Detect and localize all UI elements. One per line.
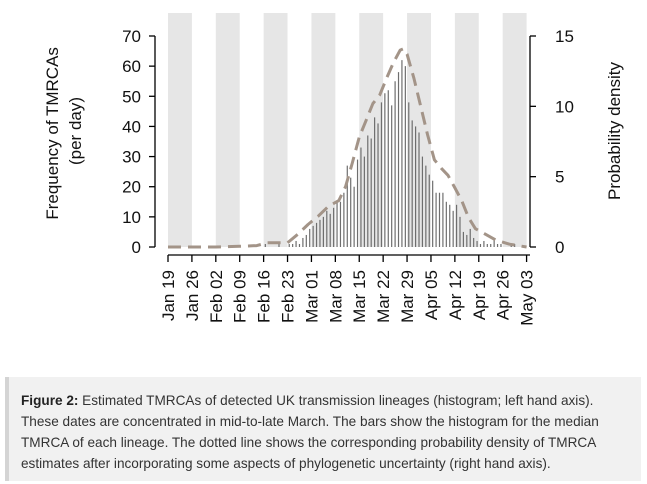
- right-axis-label: Probability density: [605, 62, 624, 200]
- right-tick-label: 10: [555, 97, 574, 116]
- x-tick-label: Mar 22: [374, 270, 393, 323]
- x-tick-label: Feb 09: [231, 270, 250, 323]
- histogram-bars: [264, 60, 516, 247]
- x-tick-label: May 03: [518, 270, 537, 326]
- left-tick-label: 10: [122, 208, 141, 227]
- x-tick-label: Feb 16: [255, 270, 274, 323]
- shaded-week-2: [263, 13, 288, 247]
- shaded-week-1: [215, 13, 240, 247]
- left-tick-label: 40: [122, 117, 141, 136]
- x-tick-label: Mar 29: [398, 270, 417, 323]
- x-tick-label: Mar 01: [302, 270, 321, 323]
- density-curve: [168, 47, 527, 249]
- caption-text: Estimated TMRCAs of detected UK transmis…: [21, 393, 599, 471]
- right-y-axis: 0 5 10 15: [529, 27, 574, 257]
- left-tick-label: 50: [122, 87, 141, 106]
- left-y-axis: 0 10 20 30 40 50 60 70: [122, 27, 156, 257]
- shaded-week-5: [407, 13, 431, 247]
- figure-caption: Figure 2: Estimated TMRCAs of detected U…: [5, 377, 641, 481]
- density-line: [168, 47, 527, 249]
- right-tick-label: 5: [555, 168, 564, 187]
- x-tick-label: Apr 26: [494, 270, 513, 320]
- shaded-week-3: [311, 13, 336, 247]
- shaded-week-4: [359, 13, 384, 247]
- shaded-week-6: [454, 13, 479, 247]
- figure-label: Figure 2:: [21, 393, 79, 408]
- week-shading: [168, 13, 527, 247]
- x-tick-label: Feb 02: [207, 270, 226, 323]
- x-axis: Jan 19 Jan 26 Feb 02 Feb 09 Feb 16 Feb 23 Mar …: [159, 254, 537, 326]
- x-tick-label: Apr 05: [422, 270, 441, 320]
- tmrca-chart: 0 10 20 30 40 50 60 70 0 5 10 15 Jan 19 Jan 26 Feb 0…: [43, 13, 624, 326]
- left-axis-label-line-1: Frequency of TMRCAs: [43, 47, 62, 220]
- x-tick-label: Apr 19: [470, 270, 489, 320]
- left-tick-label: 30: [122, 148, 141, 167]
- left-axis-label: Frequency of TMRCAs (per day): [43, 42, 85, 219]
- x-tick-label: Jan 19: [159, 270, 178, 321]
- left-tick-label: 0: [132, 238, 141, 257]
- left-axis-label-line-2: (per day): [66, 97, 85, 165]
- x-tick-label: Jan 26: [183, 270, 202, 321]
- left-tick-label: 70: [122, 27, 141, 46]
- left-tick-label: 60: [122, 57, 141, 76]
- x-tick-label: Feb 23: [279, 270, 298, 323]
- shaded-week-7: [502, 13, 527, 247]
- left-tick-label: 20: [122, 178, 141, 197]
- shaded-week-0: [168, 13, 192, 247]
- right-tick-label: 0: [555, 238, 564, 257]
- x-tick-label: Apr 12: [446, 270, 465, 320]
- x-tick-label: Mar 15: [350, 270, 369, 323]
- x-tick-label: Mar 08: [326, 270, 345, 323]
- right-tick-label: 15: [555, 27, 574, 46]
